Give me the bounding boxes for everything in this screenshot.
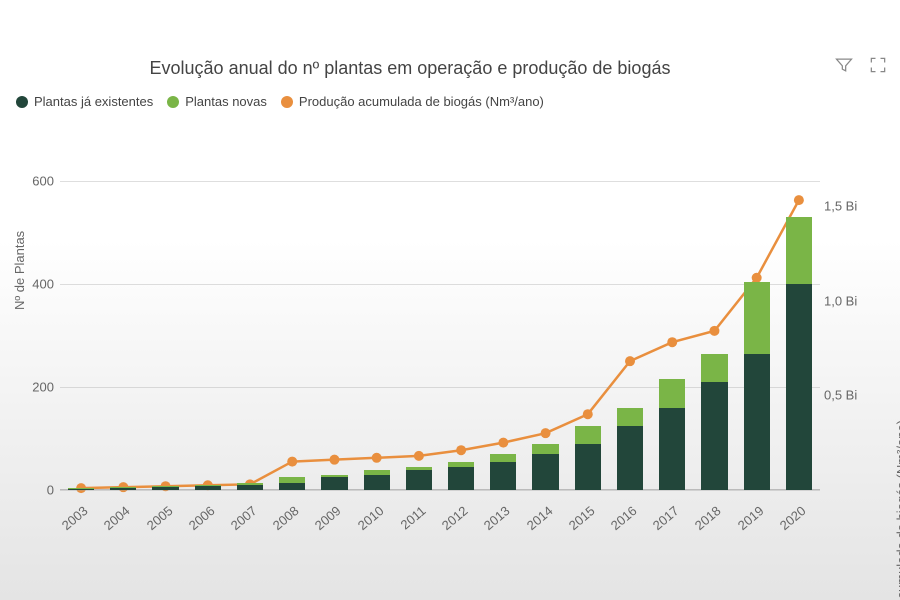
x-tick-label: 2014	[523, 503, 555, 533]
bar-new[interactable]	[532, 444, 558, 454]
bar-existing[interactable]	[152, 487, 178, 490]
production-marker[interactable]	[372, 453, 382, 463]
x-tick-label: 2009	[312, 503, 344, 533]
x-tick-label: 2006	[186, 503, 218, 533]
production-marker[interactable]	[498, 438, 508, 448]
x-tick-label: 2012	[439, 503, 471, 533]
legend-item-new[interactable]: Plantas novas	[167, 94, 267, 109]
swatch-production	[281, 96, 293, 108]
production-line[interactable]	[81, 200, 799, 488]
chart-canvas: Evolução anual do nº plantas em operação…	[0, 0, 900, 600]
legend-label-new: Plantas novas	[185, 94, 267, 109]
bar-existing[interactable]	[364, 475, 390, 490]
bar-existing[interactable]	[68, 489, 94, 490]
x-tick-label: 2020	[777, 503, 809, 533]
x-tick-label: 2018	[692, 503, 724, 533]
legend-label-existing: Plantas já existentes	[34, 94, 153, 109]
bar-new[interactable]	[786, 217, 812, 284]
x-tick-label: 2017	[650, 503, 682, 533]
swatch-existing	[16, 96, 28, 108]
bar-new[interactable]	[659, 379, 685, 407]
bar-new[interactable]	[490, 454, 516, 462]
x-tick-label: 2010	[355, 503, 387, 533]
bar-new[interactable]	[152, 486, 178, 487]
bar-existing[interactable]	[237, 485, 263, 490]
bar-existing[interactable]	[744, 354, 770, 490]
bar-new[interactable]	[617, 408, 643, 426]
x-tick-label: 2005	[143, 503, 175, 533]
swatch-new	[167, 96, 179, 108]
y-tick-left: 200	[20, 380, 54, 395]
y-axis-right-label: Produção acumulada de biogás (Nm³/ano)	[894, 420, 900, 600]
bar-existing[interactable]	[575, 444, 601, 490]
production-marker[interactable]	[541, 428, 551, 438]
bar-existing[interactable]	[110, 488, 136, 490]
bar-new[interactable]	[195, 485, 221, 487]
bar-new[interactable]	[448, 462, 474, 467]
bar-existing[interactable]	[786, 284, 812, 490]
bar-existing[interactable]	[617, 426, 643, 490]
bar-new[interactable]	[321, 475, 347, 478]
bar-existing[interactable]	[659, 408, 685, 490]
x-tick-label: 2007	[228, 503, 260, 533]
legend: Plantas já existentes Plantas novas Prod…	[16, 94, 544, 109]
x-tick-label: 2019	[735, 503, 767, 533]
production-marker[interactable]	[625, 356, 635, 366]
x-tick-label: 2013	[481, 503, 513, 533]
plot-area: 02004006000,5 Bi1,0 Bi1,5 Bi200320042005…	[60, 130, 820, 490]
chart-title: Evolução anual do nº plantas em operação…	[0, 58, 820, 79]
focus-icon[interactable]	[868, 55, 888, 80]
x-tick-label: 2008	[270, 503, 302, 533]
y-tick-right: 1,0 Bi	[824, 293, 868, 308]
filter-icon[interactable]	[834, 55, 854, 80]
bar-new[interactable]	[237, 483, 263, 485]
production-marker[interactable]	[329, 455, 339, 465]
bar-existing[interactable]	[321, 477, 347, 490]
production-marker[interactable]	[667, 337, 677, 347]
y-tick-right: 1,5 Bi	[824, 198, 868, 213]
production-marker[interactable]	[456, 445, 466, 455]
x-tick-label: 2004	[101, 503, 133, 533]
bar-existing[interactable]	[701, 382, 727, 490]
y-tick-left: 0	[20, 483, 54, 498]
production-marker[interactable]	[583, 409, 593, 419]
bar-new[interactable]	[744, 282, 770, 354]
production-marker[interactable]	[414, 451, 424, 461]
y-tick-left: 400	[20, 277, 54, 292]
legend-label-production: Produção acumulada de biogás (Nm³/ano)	[299, 94, 544, 109]
bar-existing[interactable]	[532, 454, 558, 490]
y-tick-left: 600	[20, 174, 54, 189]
bar-new[interactable]	[364, 470, 390, 474]
gridline	[60, 181, 820, 182]
bar-existing[interactable]	[490, 462, 516, 490]
x-tick-label: 2003	[59, 503, 91, 533]
production-marker[interactable]	[794, 195, 804, 205]
gridline	[60, 490, 820, 491]
x-tick-label: 2016	[608, 503, 640, 533]
production-marker[interactable]	[287, 457, 297, 467]
toolbar	[834, 55, 888, 80]
bar-new[interactable]	[701, 354, 727, 382]
bar-new[interactable]	[110, 487, 136, 488]
bar-existing[interactable]	[279, 483, 305, 490]
y-axis-left-label: Nº de Plantas	[12, 231, 27, 310]
bar-new[interactable]	[68, 488, 94, 489]
bar-new[interactable]	[575, 426, 601, 444]
legend-item-existing[interactable]: Plantas já existentes	[16, 94, 153, 109]
bar-new[interactable]	[406, 467, 432, 471]
y-tick-right: 0,5 Bi	[824, 388, 868, 403]
bar-existing[interactable]	[195, 486, 221, 490]
gridline	[60, 284, 820, 285]
bar-existing[interactable]	[406, 470, 432, 490]
x-tick-label: 2015	[566, 503, 598, 533]
bar-new[interactable]	[279, 477, 305, 483]
production-marker[interactable]	[709, 326, 719, 336]
x-tick-label: 2011	[397, 503, 428, 532]
legend-item-production[interactable]: Produção acumulada de biogás (Nm³/ano)	[281, 94, 544, 109]
bar-existing[interactable]	[448, 467, 474, 490]
